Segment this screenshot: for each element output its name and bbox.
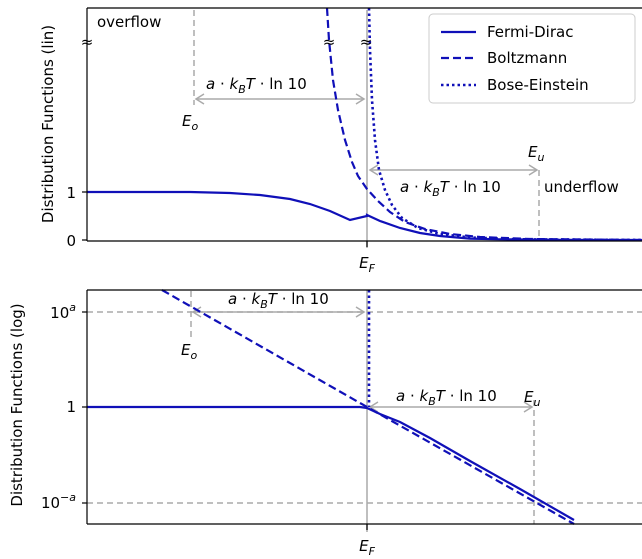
top-underflow-label: underflow [544, 178, 619, 196]
bottom-akt-label-left: a · kBT · ln 10 [228, 290, 329, 311]
bottom-xtick-label-ef: EF [359, 537, 375, 558]
bottom-arrow-left [191, 306, 366, 318]
top-break-symbol-mid1: ≈ [323, 33, 336, 51]
top-y-axis-label: Distribution Functions (lin) [39, 25, 57, 223]
top-arrow-left [194, 93, 366, 105]
top-ytick-label-0: 0 [66, 232, 76, 250]
top-boltzmann-line [325, 7, 642, 242]
top-bose-einstein-line [367, 7, 642, 242]
bottom-ytick-label-10a: 10a [50, 301, 76, 322]
top-eu-label: Eu [528, 143, 544, 164]
top-ytick-label-1: 1 [66, 184, 76, 202]
bottom-ytick-label-10-a: 10−a [41, 491, 76, 512]
legend-label-boltzmann: Boltzmann [487, 49, 567, 67]
top-akt-label-left: a · kBT · ln 10 [206, 75, 307, 96]
top-legend: Fermi-Dirac Boltzmann Bose-Einstein [428, 13, 636, 104]
bottom-y-axis-label: Distribution Functions (log) [8, 303, 26, 506]
bottom-fermi-dirac-line [87, 405, 575, 521]
bottom-eo-label: Eo [181, 341, 197, 362]
bottom-boltzmann-line [161, 289, 575, 525]
legend-frame [428, 13, 636, 104]
top-overflow-label: overflow [97, 13, 161, 31]
top-eo-label: Eo [182, 112, 198, 133]
bottom-ytick-label-1: 1 [66, 398, 76, 416]
bottom-eu-label: Eu [524, 388, 540, 409]
top-xtick-label-ef: EF [359, 254, 375, 275]
top-break-symbol-left: ≈ [81, 33, 94, 51]
top-panel: 0 1 EF ≈ ≈ ≈ overflow underflow a · kBT … [39, 7, 642, 275]
legend-label-fermi-dirac: Fermi-Dirac [487, 23, 573, 41]
legend-label-bose-einstein: Bose-Einstein [487, 76, 589, 94]
bottom-panel: 10a 1 10−a EF a · kBT · ln 10 a · kBT · … [8, 289, 642, 558]
top-fermi-dirac-line [87, 190, 642, 242]
top-break-symbol-mid2: ≈ [360, 33, 373, 51]
bottom-akt-label-right: a · kBT · ln 10 [396, 387, 497, 408]
top-akt-label-right: a · kBT · ln 10 [400, 178, 501, 199]
top-arrow-right [368, 164, 539, 176]
